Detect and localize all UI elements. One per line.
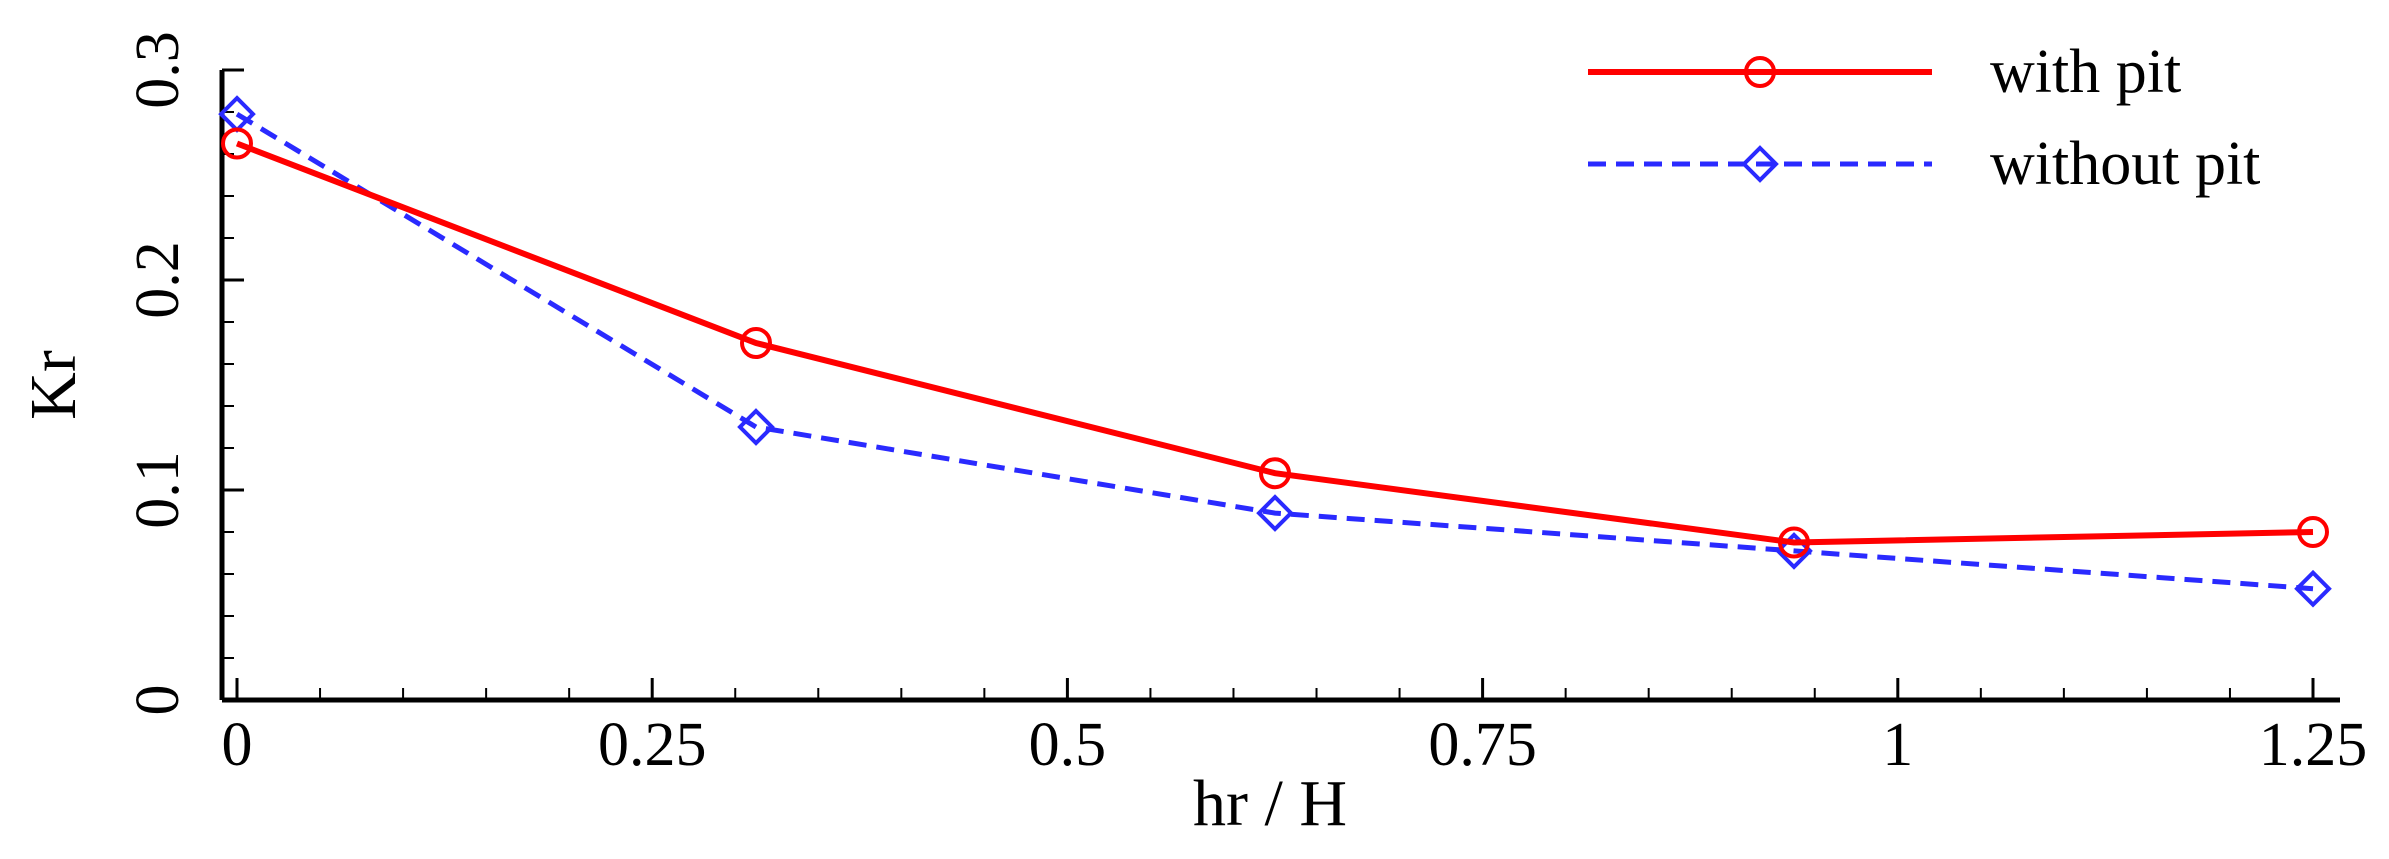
data-point xyxy=(2294,569,2332,608)
ticks-layer: 0 0.25 0.5 0.75 1 1.25 0 0.1 0.2 0.3 xyxy=(124,31,2367,779)
y-tick-label: 0.3 xyxy=(124,31,192,109)
x-axis-title: hr / H xyxy=(1193,767,1347,840)
y-axis-title: Kr xyxy=(17,350,90,420)
data-point xyxy=(737,408,775,446)
x-tick-label: 0.25 xyxy=(598,711,707,779)
data-point xyxy=(740,327,772,359)
y-tick-label: 0 xyxy=(124,685,192,716)
data-point xyxy=(1778,526,1810,559)
data-point xyxy=(221,127,253,160)
series-line xyxy=(235,140,2314,546)
data-point xyxy=(1775,532,1813,570)
data-point xyxy=(1259,457,1291,490)
data-point xyxy=(2297,516,2329,548)
legend-item-without-pit: without pit xyxy=(1588,130,2260,198)
legend: with pit without pit xyxy=(1588,38,2260,198)
legend-label: without pit xyxy=(1990,130,2260,198)
x-tick-label: 1.25 xyxy=(2259,711,2368,779)
legend-label: with pit xyxy=(1990,38,2181,106)
y-tick-label: 0.2 xyxy=(124,241,192,319)
data-point xyxy=(1256,494,1294,532)
x-tick-label: 0 xyxy=(222,711,253,779)
series-without-pit xyxy=(218,95,2332,608)
legend-marker xyxy=(1741,145,1779,183)
x-tick-label: 1 xyxy=(1882,711,1913,779)
legend-marker xyxy=(1744,56,1776,88)
series-line xyxy=(235,111,2314,592)
series-layer xyxy=(218,95,2332,608)
axes-layer xyxy=(219,70,2340,703)
x-tick-label: 0.75 xyxy=(1428,711,1537,779)
legend-item-with-pit: with pit xyxy=(1588,38,2181,106)
series-with-pit xyxy=(221,127,2329,559)
x-tick-label: 0.5 xyxy=(1029,711,1107,779)
y-tick-label: 0.1 xyxy=(124,451,192,529)
